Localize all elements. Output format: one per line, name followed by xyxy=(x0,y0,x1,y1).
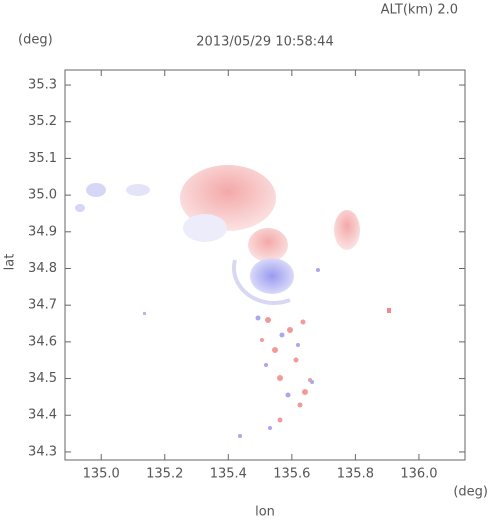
x-tick-label: 135.8 xyxy=(337,467,374,482)
altitude-label: ALT(km) 2.0 xyxy=(381,3,458,18)
radar-echoes xyxy=(75,165,391,438)
y-tick-label: 34.8 xyxy=(28,261,57,276)
y-unit: (deg) xyxy=(18,33,53,48)
y-tick-label: 34.6 xyxy=(28,334,57,349)
x-tick-label: 135.0 xyxy=(83,467,120,482)
y-tick-label: 34.4 xyxy=(28,408,57,423)
y-tick-label: 35.1 xyxy=(28,151,57,166)
chart-title: 2013/05/29 10:58:44 xyxy=(196,35,333,50)
x-tick-label: 135.2 xyxy=(146,467,183,482)
x-tick-label: 136.0 xyxy=(400,467,437,482)
plot-frame xyxy=(64,69,466,461)
y-axis-label: lat xyxy=(3,254,18,271)
y-tick-label: 34.7 xyxy=(28,298,57,313)
y-tick-label: 35.2 xyxy=(28,114,57,129)
x-unit: (deg) xyxy=(453,485,488,500)
y-tick-label: 35.0 xyxy=(28,188,57,203)
y-tick-label: 35.3 xyxy=(28,78,57,93)
y-tick-label: 34.9 xyxy=(28,224,57,239)
x-tick-label: 135.4 xyxy=(210,467,247,482)
y-tick-label: 34.5 xyxy=(28,371,57,386)
y-tick-label: 34.3 xyxy=(28,444,57,459)
x-axis-label: lon xyxy=(255,505,275,520)
x-tick-label: 135.6 xyxy=(273,467,310,482)
